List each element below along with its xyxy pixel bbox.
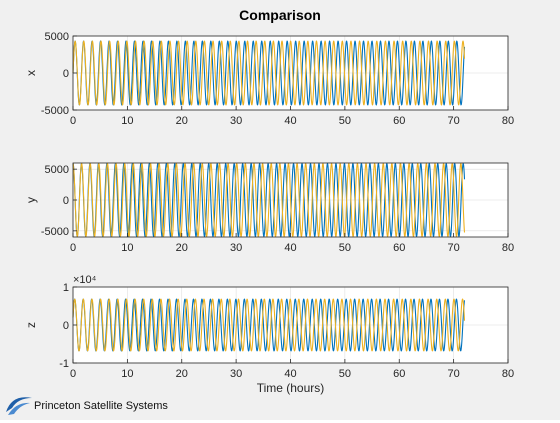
- x-tick-label: 40: [284, 242, 296, 254]
- x-tick-label: 70: [448, 242, 460, 254]
- x-tick-label: 10: [121, 115, 133, 127]
- series-line-2: [72, 162, 466, 238]
- x-tick-label: 50: [339, 115, 351, 127]
- x-tick-label: 0: [70, 368, 76, 380]
- x-tick-label: 40: [284, 368, 296, 380]
- x-tick-label: 20: [176, 115, 188, 127]
- y-tick-label: 5000: [45, 164, 69, 176]
- y-tick-label: 5000: [45, 31, 69, 43]
- chart-title: Comparison: [239, 7, 321, 23]
- y-tick-label: 0: [63, 320, 69, 332]
- x-tick-label: 20: [176, 368, 188, 380]
- x-tick-label: 0: [70, 115, 76, 127]
- series-line-2: [72, 40, 466, 106]
- x-tick-label: 10: [121, 368, 133, 380]
- x-tick-label: 60: [393, 115, 405, 127]
- company-name: Princeton Satellite Systems: [34, 400, 168, 412]
- x-tick-label: 50: [339, 368, 351, 380]
- y-tick-label: -5000: [41, 105, 69, 117]
- x-tick-label: 80: [502, 115, 514, 127]
- y-tick-label: 0: [63, 195, 69, 207]
- series-line-2: [72, 298, 466, 352]
- series-line-1: [72, 298, 466, 352]
- x-tick-label: 30: [230, 368, 242, 380]
- y-axis-label: x: [24, 70, 38, 76]
- x-tick-label: 0: [70, 242, 76, 254]
- y-axis-label: y: [24, 197, 38, 203]
- series-line-1: [72, 40, 466, 106]
- x-tick-label: 10: [121, 242, 133, 254]
- y-tick-label: -1: [59, 358, 69, 370]
- x-tick-label: 70: [448, 368, 460, 380]
- x-tick-label: 70: [448, 115, 460, 127]
- x-tick-label: 80: [502, 368, 514, 380]
- x-tick-label: 30: [230, 115, 242, 127]
- x-tick-label: 60: [393, 242, 405, 254]
- company-logo: Princeton Satellite Systems: [4, 392, 174, 418]
- y-exponent-label: ×10⁴: [73, 274, 97, 286]
- x-tick-label: 40: [284, 115, 296, 127]
- y-axis-label: z: [24, 322, 38, 328]
- y-tick-label: -5000: [41, 226, 69, 238]
- x-tick-label: 30: [230, 242, 242, 254]
- x-axis-label: Time (hours): [257, 381, 325, 395]
- orbit-swoosh-icon: [6, 397, 32, 415]
- x-tick-label: 60: [393, 368, 405, 380]
- x-tick-label: 80: [502, 242, 514, 254]
- y-tick-label: 1: [63, 282, 69, 294]
- y-tick-label: 0: [63, 68, 69, 80]
- x-tick-label: 50: [339, 242, 351, 254]
- x-tick-label: 20: [176, 242, 188, 254]
